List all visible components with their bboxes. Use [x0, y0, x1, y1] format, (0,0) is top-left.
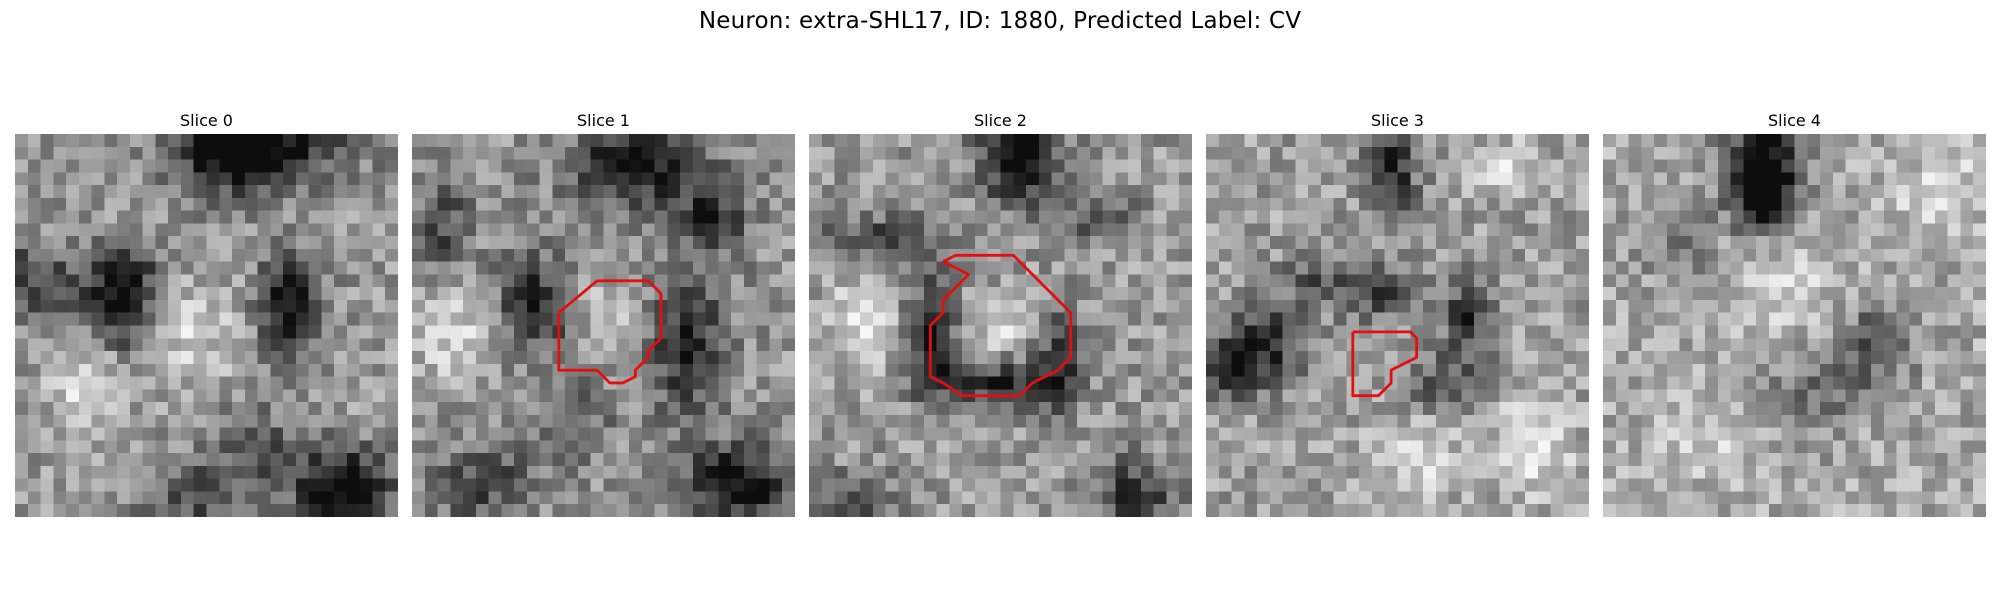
microscopy-slice	[1206, 134, 1589, 517]
slice-title: Slice 4	[1603, 108, 1986, 134]
slice-panel: Slice 4	[1603, 108, 1986, 517]
microscopy-slice	[15, 134, 398, 517]
slice-image	[412, 134, 795, 517]
microscopy-slice	[412, 134, 795, 517]
slice-panel: Slice 1	[412, 108, 795, 517]
slice-panel: Slice 3	[1206, 108, 1589, 517]
slice-panel: Slice 0	[15, 108, 398, 517]
slice-image	[1603, 134, 1986, 517]
slice-image	[15, 134, 398, 517]
slice-image	[1206, 134, 1589, 517]
slice-title: Slice 0	[15, 108, 398, 134]
figure-title: Neuron: extra-SHL17, ID: 1880, Predicted…	[0, 8, 2000, 34]
microscopy-slice	[809, 134, 1192, 517]
slice-panel: Slice 2	[809, 108, 1192, 517]
slice-title: Slice 1	[412, 108, 795, 134]
slice-title: Slice 2	[809, 108, 1192, 134]
slice-title: Slice 3	[1206, 108, 1589, 134]
slice-image	[809, 134, 1192, 517]
microscopy-slice	[1603, 134, 1986, 517]
